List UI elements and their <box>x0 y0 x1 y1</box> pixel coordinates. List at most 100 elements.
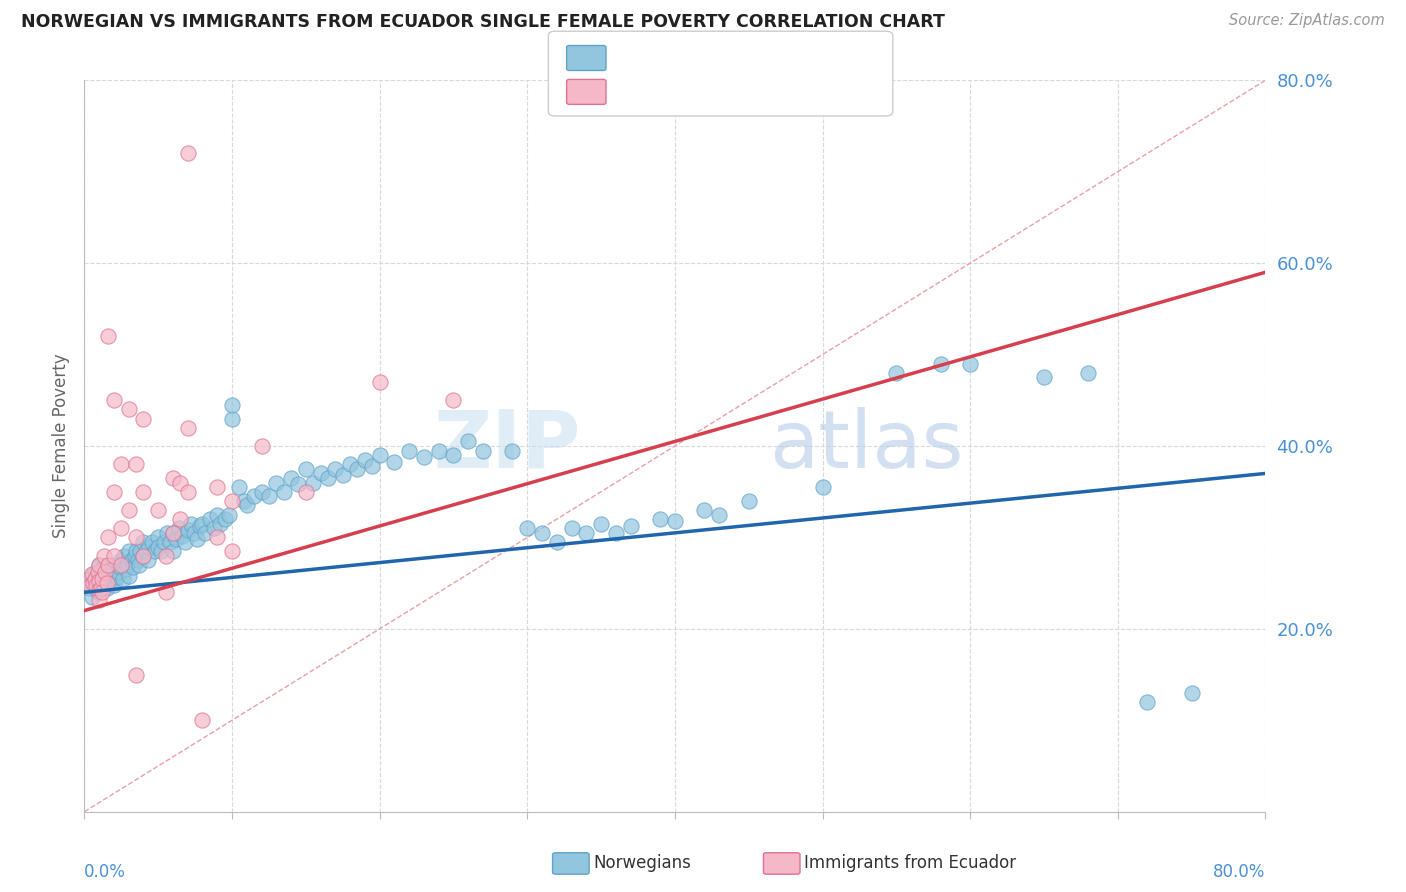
Point <box>90 582 112 597</box>
Point <box>516 521 538 535</box>
Point <box>361 459 384 474</box>
Point <box>96 581 118 595</box>
Point <box>1033 370 1056 384</box>
Text: R =: R = <box>612 83 651 101</box>
Point <box>368 375 391 389</box>
Point <box>177 421 200 435</box>
Point <box>886 366 908 380</box>
Point <box>110 553 132 567</box>
Point <box>111 572 134 586</box>
Point <box>457 434 479 449</box>
Point <box>169 512 191 526</box>
Point <box>110 521 132 535</box>
Point <box>316 471 339 485</box>
Point <box>162 525 184 540</box>
Point <box>236 499 259 513</box>
Point <box>207 480 229 494</box>
Text: Immigrants from Ecuador: Immigrants from Ecuador <box>804 855 1017 872</box>
Text: atlas: atlas <box>769 407 963 485</box>
Point <box>162 471 184 485</box>
Text: NORWEGIAN VS IMMIGRANTS FROM ECUADOR SINGLE FEMALE POVERTY CORRELATION CHART: NORWEGIAN VS IMMIGRANTS FROM ECUADOR SIN… <box>21 13 945 31</box>
Point <box>82 576 104 591</box>
Point <box>87 574 111 589</box>
Point <box>339 457 361 471</box>
Point <box>325 462 347 476</box>
Point <box>194 525 217 540</box>
Point <box>1181 686 1204 700</box>
Point <box>1077 366 1099 380</box>
Point <box>118 402 141 417</box>
Point <box>159 535 181 549</box>
Text: Source: ZipAtlas.com: Source: ZipAtlas.com <box>1229 13 1385 29</box>
Point <box>443 393 465 408</box>
Point <box>103 578 125 592</box>
Point <box>232 494 254 508</box>
Point <box>368 448 391 462</box>
Point <box>91 585 114 599</box>
Point <box>97 530 120 544</box>
Point <box>79 578 101 592</box>
Point <box>167 521 190 535</box>
Point <box>354 452 377 467</box>
Point <box>82 567 104 582</box>
Point <box>96 565 118 579</box>
Point <box>103 393 125 408</box>
Point <box>959 357 981 371</box>
Point <box>295 484 318 499</box>
Point <box>77 581 100 595</box>
Text: 80.0%: 80.0% <box>1213 863 1265 881</box>
Point <box>177 484 200 499</box>
Point <box>86 585 108 599</box>
Point <box>266 475 288 490</box>
Text: 112: 112 <box>780 49 818 67</box>
Point <box>148 503 170 517</box>
Point <box>287 477 309 491</box>
Text: Norwegians: Norwegians <box>593 855 692 872</box>
Point <box>162 544 184 558</box>
Text: N =: N = <box>738 83 778 101</box>
Point <box>107 565 129 579</box>
Point <box>132 549 155 563</box>
Point <box>156 525 179 540</box>
Point <box>141 535 163 549</box>
Point <box>929 357 952 371</box>
Point <box>620 519 643 533</box>
Point <box>302 475 325 490</box>
Point <box>165 533 187 547</box>
Point <box>94 565 117 579</box>
Point <box>125 667 148 681</box>
Point <box>125 457 148 471</box>
Point <box>91 572 114 586</box>
Point <box>346 462 368 476</box>
Point <box>257 489 280 503</box>
Point <box>84 572 107 586</box>
Point <box>114 562 136 576</box>
Point <box>169 475 191 490</box>
Text: 0.0%: 0.0% <box>84 863 127 881</box>
Point <box>98 572 121 586</box>
Point <box>79 574 101 589</box>
Point <box>97 329 120 343</box>
Point <box>221 494 243 508</box>
Point <box>115 558 138 572</box>
Point <box>100 567 122 582</box>
Point <box>591 516 613 531</box>
Point <box>443 448 465 462</box>
Point <box>128 558 150 572</box>
Point <box>86 565 108 579</box>
Point <box>709 508 731 522</box>
Point <box>228 480 250 494</box>
Point <box>427 443 450 458</box>
Point <box>280 471 302 485</box>
Point <box>136 553 159 567</box>
Point <box>148 530 170 544</box>
Point <box>132 411 155 425</box>
Point <box>218 508 240 522</box>
Point <box>125 544 148 558</box>
Point <box>221 411 243 425</box>
Point <box>143 544 166 558</box>
Point <box>135 544 157 558</box>
Text: 44: 44 <box>780 83 806 101</box>
Point <box>96 576 118 591</box>
Point <box>155 549 177 563</box>
